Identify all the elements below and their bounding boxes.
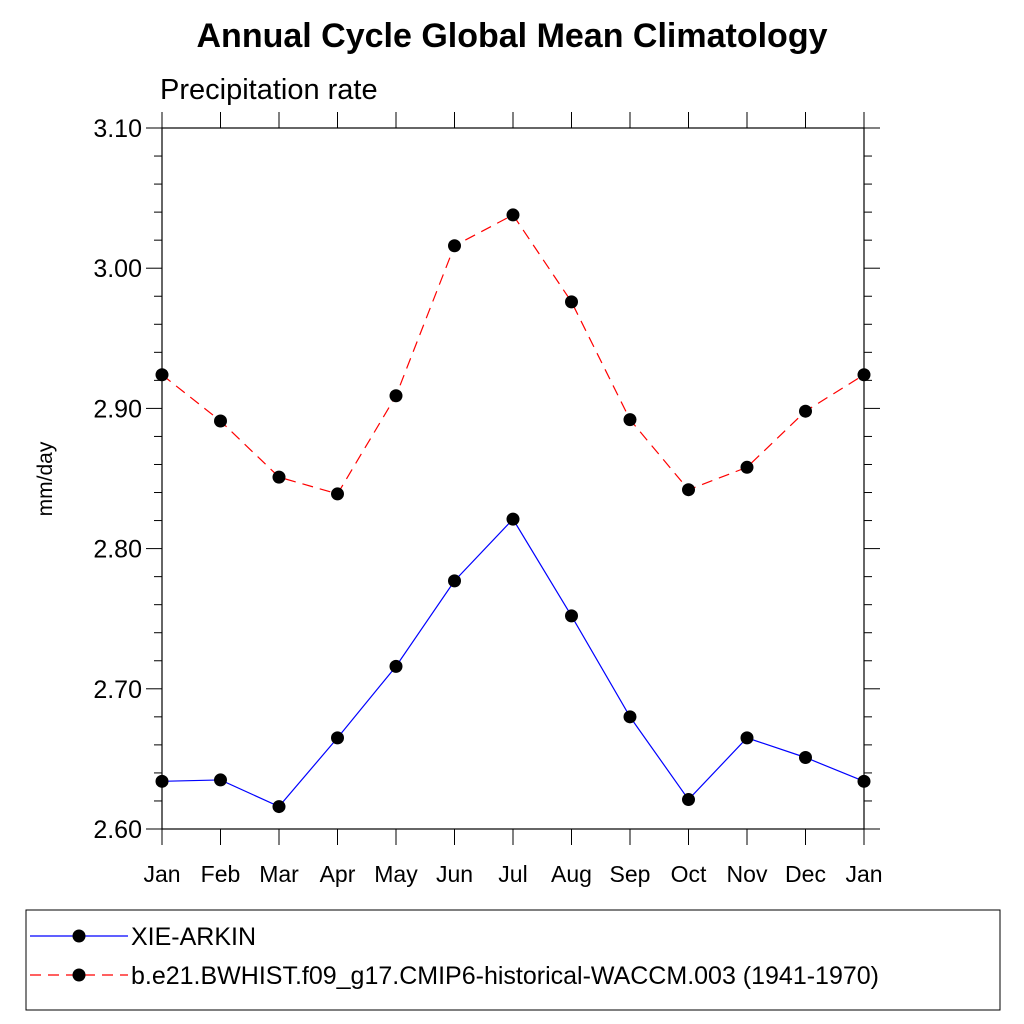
data-point: [565, 295, 578, 309]
x-tick-label: Nov: [727, 861, 768, 887]
data-point: [389, 659, 403, 673]
legend-marker-xie-arkin: [72, 929, 86, 943]
data-point: [799, 750, 812, 764]
data-point: [623, 413, 637, 427]
data-point: [740, 731, 754, 745]
y-tick-label: 3.00: [93, 255, 142, 283]
x-tick-label: Jul: [498, 861, 527, 887]
x-tick-label: Mar: [259, 861, 299, 887]
chart-subtitle: Precipitation rate: [160, 74, 378, 106]
data-point: [565, 609, 578, 623]
data-point: [799, 404, 812, 418]
y-tick-label: 2.60: [93, 816, 142, 844]
data-point: [155, 368, 169, 382]
legend-label-xie-arkin: XIE-ARKIN: [131, 923, 256, 951]
plot-frame: [161, 127, 865, 830]
chart-title: Annual Cycle Global Mean Climatology: [197, 17, 828, 55]
x-tick-label: Jun: [436, 861, 473, 887]
data-point: [682, 793, 695, 807]
x-tick-label: Aug: [551, 861, 592, 887]
legend-entry-waccm: b.e21.BWHIST.f09_g17.CMIP6-historical-WA…: [30, 962, 879, 990]
x-tick-label: Apr: [320, 861, 356, 887]
data-point: [623, 710, 637, 724]
legend-entry-xie-arkin: XIE-ARKIN: [30, 923, 256, 951]
data-point: [682, 483, 695, 497]
x-tick-label: Feb: [201, 861, 241, 887]
data-point: [857, 774, 871, 788]
data-point: [272, 470, 286, 484]
data-point: [448, 574, 461, 588]
y-tick-label: 2.80: [93, 536, 142, 564]
x-axis: Jan Feb Mar Apr May Jun Jul Aug Sep Oct Nov Dec Jan: [143, 112, 883, 887]
y-axis-label: mm/day: [34, 441, 57, 516]
series-line: [161, 214, 865, 495]
series-line: [161, 518, 865, 808]
x-tick-label: Jan: [143, 861, 180, 887]
y-tick-label: 3.10: [93, 115, 142, 143]
data-point: [740, 460, 754, 474]
data-point: [857, 368, 871, 382]
data-point: [214, 773, 227, 787]
data-point: [506, 208, 520, 222]
data-point: [331, 487, 344, 501]
data-point: [331, 731, 344, 745]
data-point: [506, 512, 520, 526]
x-tick-label: May: [374, 861, 418, 887]
y-tick-label: 2.70: [93, 676, 142, 704]
x-tick-label: Dec: [785, 861, 826, 887]
legend-label-waccm: b.e21.BWHIST.f09_g17.CMIP6-historical-WA…: [131, 962, 879, 990]
legend-box: [25, 909, 1001, 1011]
series-xie-arkin: [155, 512, 871, 814]
x-tick-label: Oct: [671, 861, 707, 887]
y-tick-label: 2.90: [93, 395, 142, 423]
x-tick-label: Jan: [845, 861, 882, 887]
series-waccm: [155, 208, 871, 501]
data-point: [155, 774, 169, 788]
y-axis: 2.60 2.70 2.80 2.90 3.00 3.10: [93, 115, 880, 844]
data-point: [448, 239, 461, 253]
data-point: [389, 389, 403, 403]
series-group: [155, 208, 871, 814]
legend-marker-waccm: [72, 968, 86, 982]
data-point: [272, 800, 286, 814]
data-point: [214, 414, 227, 428]
x-tick-label: Sep: [610, 861, 651, 887]
